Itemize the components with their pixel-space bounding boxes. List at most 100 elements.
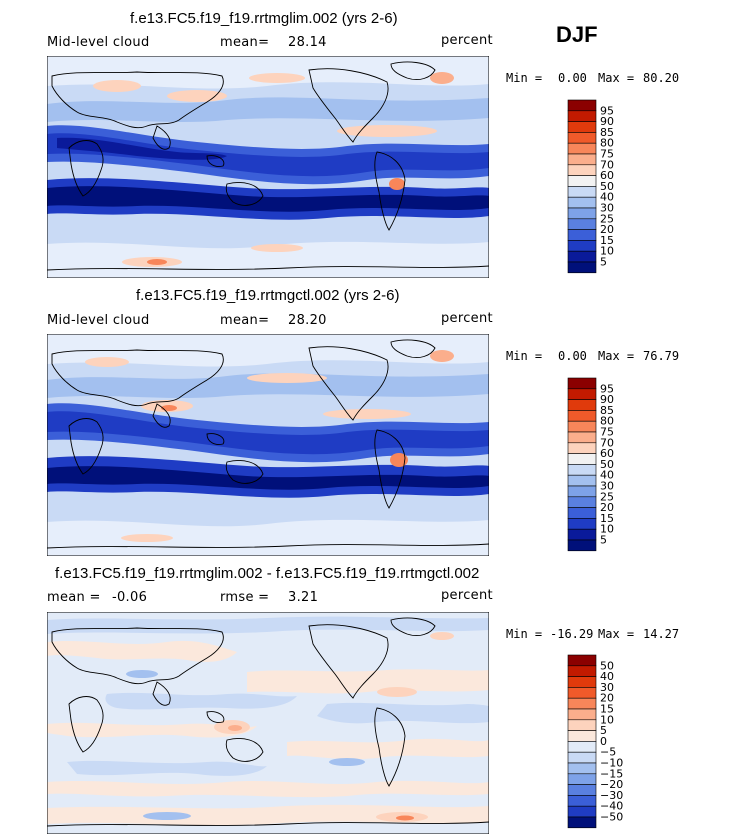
colorbar-tick-label: −40 (600, 800, 623, 813)
colorbar-swatch (567, 442, 597, 454)
colorbar-swatch (567, 762, 597, 775)
colorbar-tick-label: 90 (600, 115, 614, 128)
colorbar-tick-label: −20 (600, 778, 623, 791)
panel3-min-label: Min = (506, 627, 543, 641)
panel2-pink-patch (390, 453, 408, 467)
colorbar-tick-label: −50 (600, 811, 623, 824)
colorbar-swatch (567, 410, 597, 422)
panel2-max-value: 76.79 (643, 349, 680, 363)
panel2-arctic-band (47, 334, 489, 367)
colorbar-tick-label: 5 (600, 724, 607, 737)
panel1-mean-value: 28.14 (288, 35, 327, 50)
panel3-mean-value: -0.06 (112, 590, 148, 605)
panel2-pink-patch (247, 373, 327, 383)
colorbar-tick-label: 25 (600, 490, 614, 503)
panel1-nh-storm-track (47, 97, 489, 122)
colorbar-tick-label: 40 (600, 191, 614, 204)
colorbar-tick-label: 85 (600, 126, 614, 139)
colorbar-tick-label: 70 (600, 158, 614, 171)
panel2-pink-patch (121, 534, 173, 542)
panel1-pink-patch (430, 72, 454, 84)
colorbar-tick-label: 20 (600, 501, 614, 514)
panel3-max-value: 14.27 (643, 627, 680, 641)
panel1-arctic-band (47, 56, 489, 89)
panel1-subtropical-core (47, 186, 489, 212)
colorbar-tick-label: 85 (600, 404, 614, 417)
colorbar-tick-label: 50 (600, 659, 614, 672)
colorbar-swatch (567, 751, 597, 764)
panel1-pink-patch (249, 73, 305, 83)
panel1-tropical-band-b (47, 133, 489, 177)
panel2-map (47, 334, 489, 556)
panel2-nh-storm-track (47, 373, 489, 398)
panel3-pink-anomaly (396, 815, 414, 821)
colorbar-swatch (567, 420, 597, 433)
panel3-blue-anomaly (329, 758, 365, 766)
colorbar-swatch (567, 388, 597, 400)
panel3-pink-region (47, 640, 237, 662)
panel3-max-label: Max = (598, 627, 635, 641)
panel2-min-label: Min = (506, 349, 543, 363)
colorbar-swatch (567, 121, 597, 133)
colorbar-tick-label: 25 (600, 212, 614, 225)
panel3-blue-anomaly (126, 670, 158, 678)
colorbar-swatch (567, 153, 597, 166)
panel1-pink-patch (167, 90, 227, 102)
panel2-mean-value: 28.20 (288, 313, 327, 328)
panel1-title: f.e13.FC5.f19_f19.rrtmglim.002 (yrs 2-6) (130, 10, 398, 27)
colorbar-swatch (567, 142, 597, 155)
colorbar-tick-label: 40 (600, 670, 614, 683)
colorbar-tick-label: 80 (600, 137, 614, 150)
colorbar-tick-label: 60 (600, 447, 614, 460)
colorbar-swatch (567, 377, 597, 390)
colorbar-tick-label: 75 (600, 426, 614, 439)
colorbar-swatch (567, 229, 597, 241)
colorbar-swatch (567, 453, 597, 465)
colorbar-swatch (567, 805, 597, 818)
colorbar-swatch (567, 485, 597, 498)
panel1-pink-patch (93, 80, 141, 92)
panel3-pink-region (47, 804, 489, 826)
colorbar-swatch (567, 741, 597, 753)
panel2-pink-patch (323, 409, 411, 419)
colorbar-swatch (567, 719, 597, 731)
colorbar-tick-label: 5 (600, 534, 607, 547)
colorbar-swatch (567, 816, 597, 829)
colorbar-swatch (567, 654, 597, 667)
colorbar-swatch (567, 539, 597, 552)
panel1-max-label: Max = (598, 71, 635, 85)
colorbar-swatch (567, 99, 597, 112)
panel2-antarctic-band (47, 519, 489, 556)
panel3-pink-anomaly (377, 687, 417, 697)
panel1-tropical-core (57, 137, 227, 160)
colorbar-swatch (567, 795, 597, 807)
colorbar-tick-label: 95 (600, 382, 614, 395)
panel3-pink-region (287, 738, 489, 760)
colorbar-tick-label: 30 (600, 480, 614, 493)
colorbar-swatch (567, 175, 597, 187)
colorbar-swatch (567, 261, 597, 274)
colorbar-swatch (567, 697, 597, 710)
colorbar-swatch (567, 507, 597, 519)
colorbar-tick-label: 30 (600, 202, 614, 215)
panel1-variable-label: Mid-level cloud (47, 35, 150, 50)
colorbar-tick-label: 15 (600, 512, 614, 525)
colorbar-swatch (567, 687, 597, 699)
panel1-continent-outlines (47, 61, 489, 271)
colorbar-tick-label: 10 (600, 245, 614, 258)
panel3-blue-region (105, 692, 297, 710)
colorbar-tick-label: 10 (600, 713, 614, 726)
panel3-blue-anomaly (143, 812, 191, 820)
colorbar-tick-label: −30 (600, 789, 623, 802)
colorbar-tick-label: −10 (600, 757, 623, 770)
panel2-min-value: 0.00 (558, 349, 587, 363)
colorbar-swatch (567, 528, 597, 541)
panel3-pink-region (47, 722, 257, 738)
panel2-pink-patch (161, 405, 177, 411)
colorbar-tick-label: 30 (600, 681, 614, 694)
colorbar-swatch (567, 431, 597, 444)
panel1-pink-patch (251, 244, 303, 252)
colorbar-tick-label: 15 (600, 234, 614, 247)
panel3-blue-region (47, 616, 489, 634)
